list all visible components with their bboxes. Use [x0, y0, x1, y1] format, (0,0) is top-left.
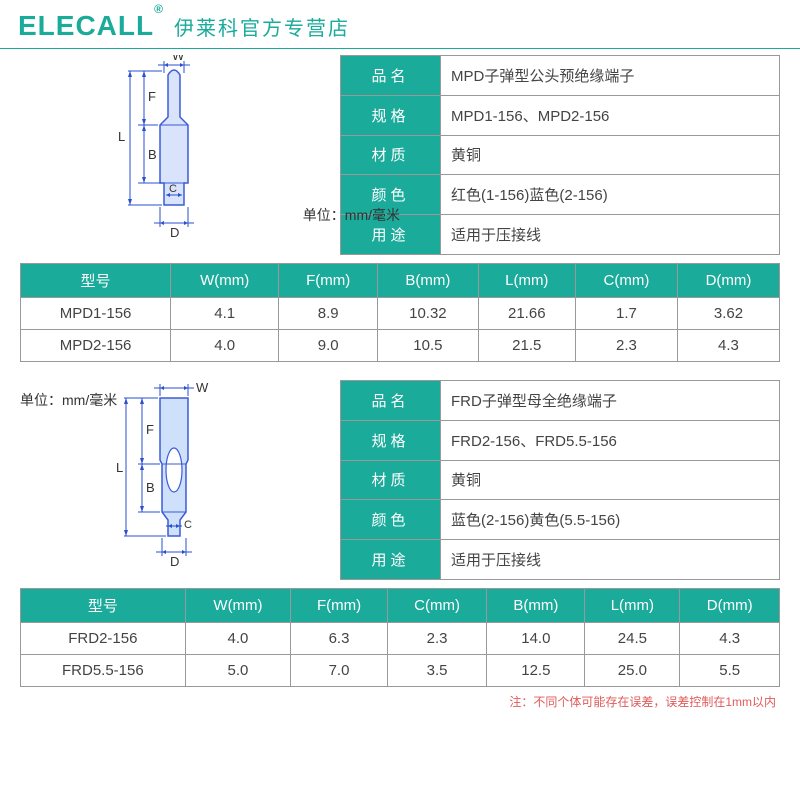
label-l2: L	[116, 460, 123, 475]
brand-header: ELECALL® 伊莱科官方专营店	[0, 0, 800, 49]
table-row: FRD2-156 4.0 6.3 2.3 14.0 24.5 4.3	[21, 623, 780, 655]
label-b: B	[148, 147, 157, 162]
label-d: D	[170, 225, 179, 240]
diagram-frd: 单位：mm/毫米 W	[20, 380, 320, 580]
label-l: L	[118, 129, 125, 144]
info-key: 品名	[341, 56, 441, 96]
label-b2: B	[146, 480, 155, 495]
label-w2: W	[196, 380, 209, 395]
brand-logo: ELECALL®	[18, 10, 164, 42]
label-w: W	[172, 55, 185, 63]
label-f2: F	[146, 422, 154, 437]
spec-table-mpd: 型号 W(mm) F(mm) B(mm) L(mm) C(mm) D(mm) M…	[20, 263, 780, 362]
brand-cn: 伊莱科官方专营店	[174, 12, 350, 41]
table-row: MPD1-156 4.1 8.9 10.32 21.66 1.7 3.62	[21, 298, 780, 330]
unit-label-1: 单位：mm/毫米	[303, 205, 400, 225]
section-mpd: W L F B	[0, 49, 800, 362]
info-table-frd: 品名 FRD子弹型母全绝缘端子 规格 FRD2-156、FRD5.5-156 材…	[340, 380, 780, 580]
label-f: F	[148, 89, 156, 104]
diagram-mpd: W L F B	[20, 55, 320, 255]
table-row: MPD2-156 4.0 9.0 10.5 21.5 2.3 4.3	[21, 330, 780, 362]
brand-text: ELECALL	[18, 10, 154, 41]
info-table-mpd: 品名 MPD子弹型公头预绝缘端子 规格 MPD1-156、MPD2-156 材质…	[340, 55, 780, 255]
table-row: FRD5.5-156 5.0 7.0 3.5 12.5 25.0 5.5	[21, 655, 780, 687]
section-frd: 单位：mm/毫米 W	[0, 362, 800, 687]
spec-table-frd: 型号 W(mm) F(mm) C(mm) B(mm) L(mm) D(mm) F…	[20, 588, 780, 687]
label-c2: C	[184, 519, 192, 531]
info-val: MPD子弹型公头预绝缘端子	[441, 56, 780, 96]
label-d2: D	[170, 554, 179, 569]
footnote: 注：不同个体可能存在误差，误差控制在1mm以内	[0, 687, 800, 710]
th: 型号	[21, 264, 171, 298]
unit-label-2: 单位：mm/毫米	[20, 390, 117, 410]
trademark: ®	[154, 2, 164, 16]
label-c: C	[169, 183, 177, 195]
